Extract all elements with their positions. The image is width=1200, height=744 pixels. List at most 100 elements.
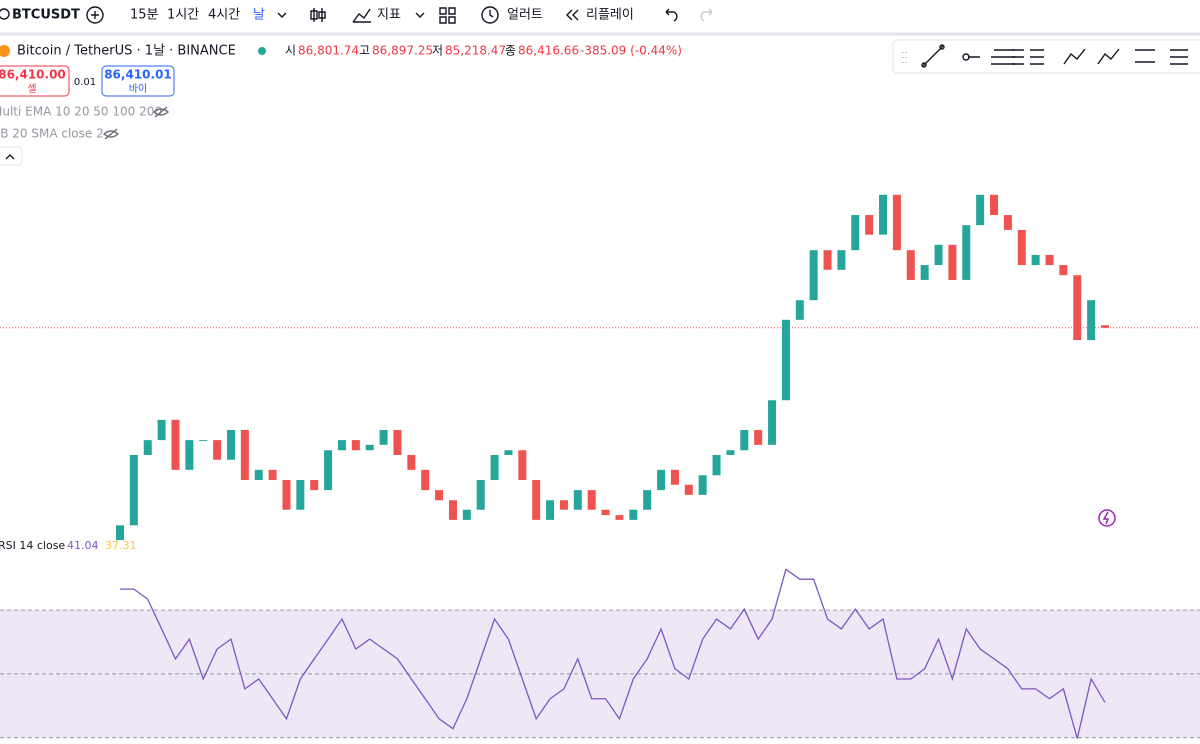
interval[interactable]: 1시간 (167, 8, 199, 23)
rsi-title: RSI 14 close (0, 539, 65, 552)
candle (781, 319, 790, 401)
candle (795, 300, 804, 320)
ohlc-label: 종 (505, 44, 516, 58)
candle (1073, 275, 1082, 341)
spread: 0.01 (74, 77, 96, 88)
candle (684, 484, 693, 495)
candle (143, 440, 152, 455)
candle (879, 194, 888, 235)
alert-icon (481, 6, 499, 24)
candle (573, 490, 582, 510)
rsi-band (0, 610, 1200, 738)
interval[interactable]: 4시간 (208, 8, 240, 23)
sell-button[interactable] (0, 65, 70, 97)
ohlc-value: 86,801.74 (298, 44, 359, 58)
hide-toggle[interactable] (152, 106, 170, 118)
candle (1087, 300, 1096, 341)
search-icon[interactable] (0, 8, 10, 20)
candle (823, 250, 832, 270)
undo[interactable] (665, 8, 678, 22)
candle (310, 479, 319, 491)
candle (546, 500, 555, 520)
candle (435, 490, 444, 501)
candle (462, 509, 471, 520)
candle (601, 509, 610, 516)
candle (532, 479, 541, 520)
candle (559, 500, 568, 510)
alert[interactable]: 얼러트 (507, 8, 543, 23)
ohlc-label: 저 (432, 44, 443, 58)
ohlc-value: 85,218.47 (445, 44, 506, 58)
candle (226, 429, 235, 460)
indicators[interactable]: 지표 (377, 8, 401, 23)
candle (643, 490, 652, 510)
candle (171, 419, 180, 470)
interval-active[interactable]: 날 (253, 8, 265, 23)
series-title: Bitcoin / TetherUS · 1날 · BINANCE (17, 44, 236, 59)
candle (1101, 325, 1109, 328)
rsi-signal-value: 37.31 (105, 539, 137, 552)
candle (129, 454, 138, 526)
candle (1003, 215, 1012, 230)
candle (185, 440, 194, 470)
drag-handle[interactable] (902, 52, 907, 63)
candle (837, 250, 846, 270)
interval-menu[interactable] (277, 12, 287, 18)
event-marker[interactable] (1098, 509, 1116, 527)
candle (240, 429, 249, 480)
candle (254, 469, 263, 480)
indicators-menu[interactable] (415, 12, 425, 18)
candle (990, 194, 999, 216)
toolbar (0, 0, 1200, 33)
sell-label: 셀 (27, 83, 36, 95)
interval[interactable]: 15분 (130, 8, 159, 23)
candle (740, 429, 749, 451)
candle (518, 450, 527, 480)
candle (157, 419, 166, 441)
candle (504, 450, 513, 455)
candle (712, 454, 721, 476)
candle (809, 250, 818, 301)
candle (213, 440, 222, 460)
candle (268, 469, 277, 480)
candle (1031, 254, 1040, 266)
symbol[interactable]: BTCUSDT (12, 8, 80, 23)
candle (726, 450, 735, 455)
buy-button[interactable] (101, 65, 175, 97)
candle (587, 490, 596, 510)
rsi-line (120, 568, 1106, 739)
layouts[interactable] (439, 7, 456, 24)
candle (851, 215, 860, 251)
rsi-value: 41.04 (67, 539, 99, 552)
buy-price: 86,410.01 (104, 68, 172, 82)
candle (657, 469, 666, 491)
candle (670, 469, 679, 485)
sell-price: 86,410.00 (0, 68, 66, 82)
candle (615, 515, 624, 520)
add-symbol-plus (91, 11, 99, 19)
alert-hand (489, 10, 494, 18)
candle (448, 500, 457, 520)
event-bolt (1102, 511, 1110, 525)
redo[interactable] (700, 8, 713, 22)
drawing-tools[interactable] (921, 44, 1188, 68)
candle (1059, 265, 1068, 276)
indicators-icon (352, 8, 371, 23)
candle (754, 429, 763, 445)
chart-type[interactable] (310, 8, 326, 22)
candle (629, 509, 638, 520)
candle (116, 525, 124, 541)
hide-toggle[interactable] (102, 128, 120, 140)
candle (490, 454, 499, 480)
candle (892, 194, 901, 251)
candle (1017, 229, 1026, 266)
candle (1045, 254, 1054, 266)
replay[interactable]: 리플레이 (586, 8, 634, 23)
candle (282, 479, 291, 510)
ohlc-label: 시 (285, 44, 296, 58)
candle (351, 440, 360, 451)
add-symbol[interactable] (86, 6, 104, 24)
candle (948, 244, 957, 280)
collapse-arrow (5, 154, 15, 160)
candle (324, 450, 333, 491)
